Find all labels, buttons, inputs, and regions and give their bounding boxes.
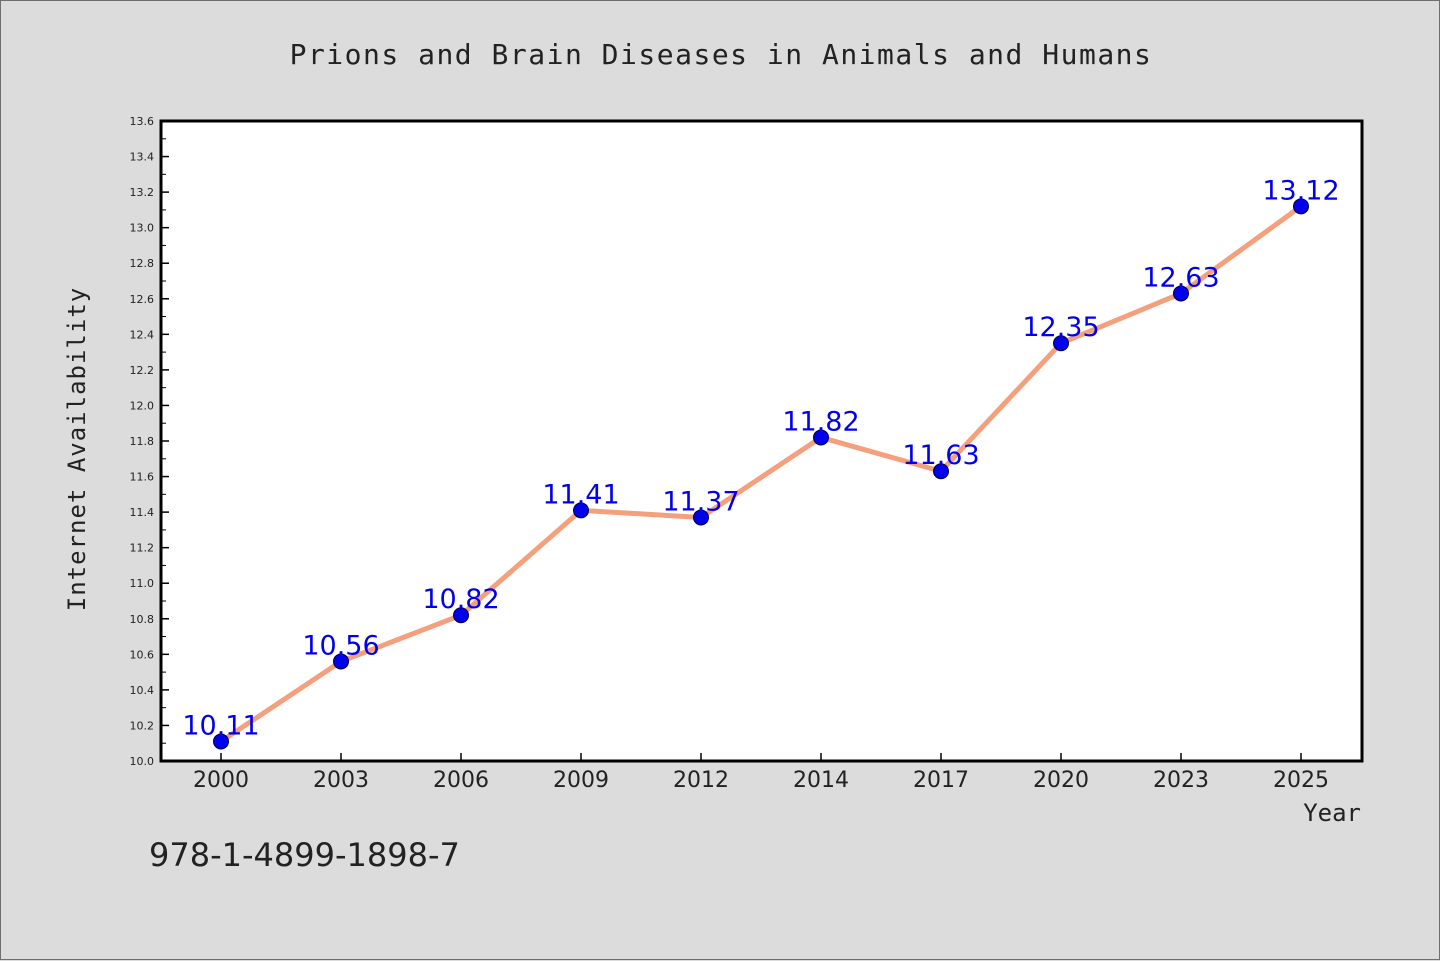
y-tick-label: 11.0 [130, 577, 155, 590]
x-tick-label: 2020 [1033, 768, 1089, 793]
data-label: 10.11 [182, 710, 259, 741]
y-tick-label: 10.6 [130, 648, 155, 661]
data-point-marker [1173, 285, 1189, 302]
data-label: 11.37 [662, 486, 739, 517]
data-labels-group: 10.11 10.56 10.82 11.41 11.37 11.82 11.63 12.35… [182, 175, 1339, 741]
y-tick-label: 10.4 [130, 684, 155, 697]
data-point-marker [693, 509, 709, 526]
y-tick-label: 12.4 [130, 328, 155, 341]
data-label: 13.12 [1262, 175, 1339, 206]
y-axis-label: Internet Availability [63, 287, 91, 611]
y-tick-label: 13.2 [130, 186, 155, 199]
x-tick-label: 2025 [1273, 768, 1329, 793]
y-tick-label: 12.2 [130, 364, 155, 377]
y-axis-ticks: 10.0 10.2 10.4 10.6 10.8 11.0 11.2 11.4 11.6 11.8… [130, 115, 169, 768]
data-label: 12.63 [1142, 262, 1219, 293]
series-line [219, 204, 1303, 744]
data-label: 11.82 [782, 406, 859, 437]
x-tick-label: 2017 [913, 768, 969, 793]
y-tick-label: 11.4 [130, 506, 155, 519]
y-tick-label: 13.0 [130, 222, 155, 235]
y-tick-label: 11.2 [130, 542, 155, 555]
series-line-group [219, 204, 1303, 744]
x-axis-label: Year [1303, 799, 1361, 827]
footer-code: 978-1-4899-1898-7 [149, 836, 460, 874]
y-tick-label: 12.6 [130, 293, 155, 306]
y-tick-label: 13.6 [130, 115, 155, 128]
y-tick-label: 10.0 [130, 755, 155, 768]
x-tick-label: 2023 [1153, 768, 1209, 793]
x-tick-label: 2003 [313, 768, 369, 793]
data-point-marker [213, 733, 229, 750]
data-point-marker [573, 502, 589, 519]
x-axis-ticks: 2000 2003 2006 2009 2012 2014 2017 2020 2023 2025 [193, 753, 1329, 793]
x-tick-label: 2012 [673, 768, 729, 793]
data-point-marker [933, 463, 949, 480]
y-tick-label: 13.4 [130, 151, 155, 164]
data-label: 11.41 [542, 479, 619, 510]
y-tick-label: 10.8 [130, 613, 155, 626]
data-point-marker [813, 429, 829, 446]
x-tick-label: 2006 [433, 768, 489, 793]
y-tick-label: 12.8 [130, 257, 155, 270]
chart-title: Prions and Brain Diseases in Animals and… [290, 38, 1153, 71]
y-tick-label: 12.0 [130, 399, 155, 412]
x-tick-label: 2000 [193, 768, 249, 793]
data-label: 10.82 [422, 584, 499, 615]
y-tick-label: 10.2 [130, 719, 155, 732]
series-markers-group [213, 198, 1309, 750]
data-point-marker [1053, 335, 1069, 352]
data-label: 11.63 [902, 440, 979, 471]
y-tick-label: 11.6 [130, 471, 155, 484]
x-tick-label: 2009 [553, 768, 609, 793]
data-point-marker [453, 607, 469, 624]
data-point-marker [333, 653, 349, 670]
data-label: 12.35 [1022, 312, 1099, 343]
y-tick-label: 11.8 [130, 435, 155, 448]
data-label: 10.56 [302, 630, 379, 661]
data-point-marker [1293, 198, 1309, 215]
x-tick-label: 2014 [793, 768, 849, 793]
